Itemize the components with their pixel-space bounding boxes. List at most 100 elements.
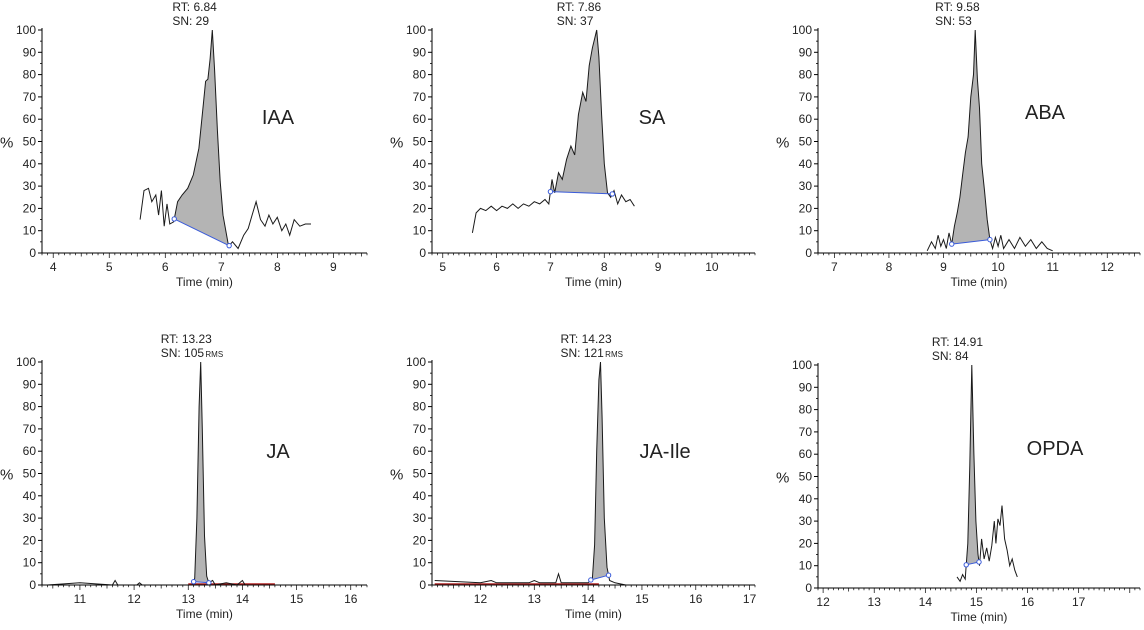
y-tick-label: 80: [799, 403, 813, 417]
retention-time-label: RT: 7.86: [557, 0, 602, 14]
y-tick-label: 30: [23, 179, 37, 193]
x-tick-label: 15: [635, 592, 649, 606]
y-tick-label: 70: [799, 90, 813, 104]
sn-rms-suffix: RMS: [605, 350, 623, 359]
y-tick-label: 20: [23, 533, 37, 547]
retention-time-label: RT: 14.91: [932, 335, 983, 349]
y-tick-label: 70: [799, 425, 813, 439]
y-tick-label: 30: [413, 179, 427, 193]
x-tick-label: 9: [330, 260, 337, 274]
y-axis-label: %: [776, 470, 789, 487]
x-tick-label: 12: [816, 595, 830, 609]
retention-time-label: RT: 6.84: [172, 0, 217, 14]
chromatogram-trace: [139, 29, 311, 250]
x-axis-label: Time (min): [951, 610, 1008, 624]
chromatogram-panel-sa: 0 10 20 30 40 50 60 70 80 90 100 5 6 7 8 9 10 Time (min)%…: [390, 0, 756, 289]
x-tick-label: 13: [182, 592, 196, 606]
integration-baseline: [174, 218, 230, 247]
x-axis-label: Time (min): [176, 275, 233, 289]
y-tick-label: 50: [413, 467, 427, 481]
y-tick-label: 20: [799, 201, 813, 215]
y-tick-label: 90: [413, 45, 427, 59]
y-tick-label: 90: [799, 45, 813, 59]
x-tick-label: 14: [236, 592, 250, 606]
y-tick-label: 0: [419, 578, 426, 592]
y-tick-label: 10: [23, 556, 37, 570]
x-tick-label: 7: [218, 260, 225, 274]
y-tick-label: 30: [799, 514, 813, 528]
y-tick-label: 40: [413, 157, 427, 171]
integration-baseline: [590, 574, 609, 581]
x-tick-label: 14: [919, 595, 933, 609]
x-tick-label: 12: [474, 592, 488, 606]
x-tick-label: 6: [493, 260, 500, 274]
peak-area: [550, 30, 613, 198]
y-tick-label: 100: [16, 23, 36, 37]
x-tick-label: 15: [970, 595, 984, 609]
y-axis-label: %: [776, 135, 789, 152]
x-tick-label: 10: [705, 260, 719, 274]
compound-name: SA: [639, 107, 666, 129]
y-tick-label: 40: [413, 489, 427, 503]
y-tick-label: 10: [799, 224, 813, 238]
y-tick-label: 100: [792, 358, 812, 372]
chromatogram-trace: [47, 361, 275, 586]
x-tick-label: 11: [1046, 260, 1059, 274]
compound-name: IAA: [262, 107, 295, 129]
y-tick-label: 90: [799, 380, 813, 394]
y-tick-label: 90: [413, 377, 427, 391]
y-tick-label: 80: [23, 400, 37, 414]
chromatogram-panel-aba: 0 10 20 30 40 50 60 70 80 90 100 7 8 9 10 11 12 Time (min…: [776, 0, 1141, 289]
peak-area: [193, 362, 209, 583]
chromatogram-panel-iaa: 0 10 20 30 40 50 60 70 80 90 100 4 5 6 7 8 9 Time (min)% R…: [0, 0, 368, 289]
peak-start-marker: [963, 562, 969, 568]
y-tick-label: 60: [799, 112, 813, 126]
peak-start-marker: [547, 188, 554, 195]
peak-end-marker: [609, 191, 616, 197]
y-tick-label: 40: [799, 157, 813, 171]
x-tick-label: 16: [689, 592, 703, 606]
y-tick-label: 30: [23, 511, 37, 525]
compound-name: OPDA: [1027, 438, 1084, 460]
y-tick-label: 0: [805, 246, 812, 260]
x-tick-label: 5: [106, 260, 113, 274]
x-tick-label: 8: [601, 260, 608, 274]
y-tick-label: 0: [29, 246, 36, 260]
x-tick-label: 9: [940, 260, 947, 274]
x-tick-label: 8: [274, 260, 281, 274]
compound-name: JA-Ile: [639, 441, 690, 463]
y-tick-label: 80: [23, 68, 37, 82]
retention-time-label: RT: 9.58: [935, 0, 980, 14]
x-tick-label: 5: [439, 260, 446, 274]
y-axis-label: %: [0, 135, 13, 152]
chromatogram-panel-ja: 0 10 20 30 40 50 60 70 80 90 100 11 12 13 14 15 16 Time (…: [0, 332, 368, 621]
y-tick-label: 60: [799, 447, 813, 461]
y-axis-label: %: [0, 467, 13, 484]
y-tick-label: 50: [23, 467, 37, 481]
x-tick-label: 13: [528, 592, 542, 606]
peak-start-marker: [588, 577, 594, 583]
x-tick-label: 9: [655, 260, 662, 274]
y-tick-label: 30: [799, 179, 813, 193]
compound-name: JA: [266, 441, 290, 463]
y-tick-label: 100: [792, 23, 812, 37]
y-tick-label: 90: [23, 377, 37, 391]
y-tick-label: 60: [23, 112, 37, 126]
x-tick-label: 17: [743, 592, 757, 606]
x-tick-label: 13: [868, 595, 882, 609]
peak-start-marker: [949, 241, 955, 247]
x-tick-label: 10: [991, 260, 1005, 274]
chromatogram-trace: [926, 29, 1053, 252]
y-tick-label: 100: [406, 23, 426, 37]
y-tick-label: 20: [413, 533, 427, 547]
chromatogram-panel-opda: 0 10 20 30 40 50 60 70 80 90 100 12 13 14 15 16 17 Time (…: [776, 335, 1141, 624]
x-tick-label: 14: [581, 592, 595, 606]
x-axis-label: Time (min): [565, 607, 622, 621]
integration-baseline: [951, 239, 990, 245]
y-tick-label: 0: [29, 578, 36, 592]
signal-to-noise-label: SN: 29: [172, 14, 209, 28]
retention-time-label: RT: 13.23: [161, 332, 212, 346]
peak-end-marker: [976, 559, 982, 565]
peak-end-marker: [987, 236, 993, 243]
